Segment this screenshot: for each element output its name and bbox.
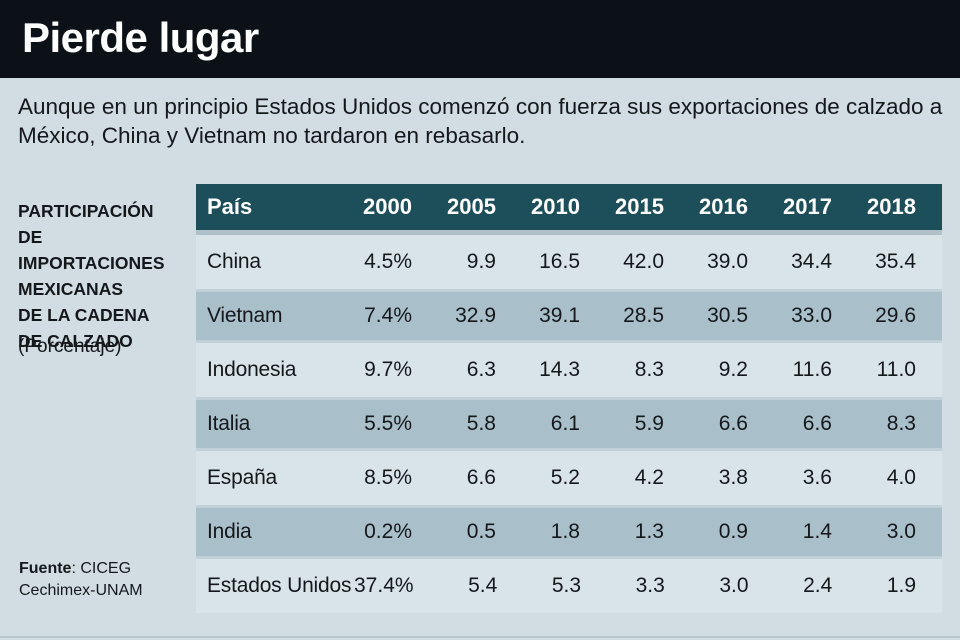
- source-value: : CICEG: [71, 560, 132, 577]
- value-cell: 4.5%: [364, 250, 412, 273]
- value-cell: 3.8: [718, 466, 748, 489]
- header-shadow-strip: [196, 230, 942, 235]
- table-row: Italia 5.5% 5.8 6.1 5.9 6.6 6.6 8.3: [196, 397, 942, 451]
- table-row: India 0.2% 0.5 1.8 1.3 0.9 1.4 3.0: [196, 505, 942, 559]
- value-cell: 28.5: [623, 304, 664, 327]
- value-cell: 14.3: [539, 358, 580, 381]
- value-cell: 1.9: [886, 574, 917, 597]
- value-cell: 3.0: [719, 574, 749, 597]
- value-cell: 5.3: [551, 574, 582, 597]
- value-cell: 6.1: [550, 412, 580, 435]
- country-cell: India: [207, 520, 252, 543]
- country-cell: Estados Unidos: [207, 574, 352, 597]
- source-note: Fuente: CICEG Cechimex-UNAM: [19, 558, 143, 602]
- value-cell: 8.3: [886, 412, 916, 435]
- value-cell: 7.4%: [364, 304, 412, 327]
- source-label: Fuente: [19, 560, 72, 577]
- bottom-edge-line: [0, 636, 960, 638]
- value-cell: 9.9: [466, 250, 496, 273]
- value-cell: 11.0: [876, 358, 916, 381]
- value-cell: 6.3: [466, 358, 496, 381]
- table-body: China 4.5% 9.9 16.5 42.0 39.0 34.4 35.4 Vietnam 7…: [196, 235, 942, 613]
- table-description-label: PARTICIPACIÓN DE IMPORTACIONES MEXICANAS…: [18, 201, 165, 351]
- column-header-year: 2016: [699, 194, 748, 219]
- column-header-year: 2000: [363, 194, 412, 219]
- column-header-country: País: [207, 194, 253, 219]
- value-cell: 0.2%: [364, 520, 412, 543]
- value-cell: 29.6: [875, 304, 916, 327]
- title-bar: Pierde lugar: [0, 0, 960, 78]
- value-cell: 8.5%: [364, 466, 412, 489]
- country-cell: Italia: [207, 412, 251, 435]
- value-cell: 0.9: [718, 520, 748, 543]
- column-header-year: 2015: [615, 194, 664, 219]
- value-cell: 6.6: [802, 412, 832, 435]
- value-cell: 8.3: [634, 358, 664, 381]
- table-row: China 4.5% 9.9 16.5 42.0 39.0 34.4 35.4: [196, 235, 942, 289]
- value-cell: 34.4: [791, 250, 832, 273]
- country-cell: España: [207, 466, 278, 489]
- value-cell: 5.9: [634, 412, 664, 435]
- value-cell: 37.4%: [354, 574, 414, 597]
- value-cell: 4.0: [886, 466, 916, 489]
- value-cell: 1.3: [634, 520, 664, 543]
- column-header-year: 2017: [783, 194, 832, 219]
- value-cell: 30.5: [707, 304, 748, 327]
- column-header-year: 2018: [867, 194, 916, 219]
- value-cell: 6.6: [718, 412, 748, 435]
- value-cell: 42.0: [623, 250, 664, 273]
- source-line2: Cechimex-UNAM: [19, 582, 143, 599]
- table-row: Indonesia 9.7% 6.3 14.3 8.3 9.2 11.6 11.0: [196, 343, 942, 397]
- value-cell: 32.9: [455, 304, 496, 327]
- value-cell: 5.8: [466, 412, 496, 435]
- value-cell: 39.0: [707, 250, 748, 273]
- value-cell: 3.6: [802, 466, 832, 489]
- table-row: Estados Unidos 37.4% 5.4 5.3 3.3 3.0 2.4 1.9: [196, 559, 942, 613]
- value-cell: 0.5: [466, 520, 496, 543]
- value-cell: 9.2: [718, 358, 748, 381]
- table-header-row: País 2000 2005 2010 2015 2016 2017 2018: [196, 184, 942, 230]
- table-row: Vietnam 7.4% 32.9 39.1 28.5 30.5 33.0 29.6: [196, 289, 942, 343]
- intro-text: Aunque en un principio Estados Unidos co…: [18, 94, 943, 148]
- value-cell: 1.4: [802, 520, 832, 543]
- value-cell: 33.0: [791, 304, 832, 327]
- unit-note: (Porcentaje): [18, 336, 122, 357]
- value-cell: 5.5%: [364, 412, 412, 435]
- value-cell: 3.3: [635, 574, 665, 597]
- page-title: Pierde lugar: [22, 14, 259, 61]
- data-table: País 2000 2005 2010 2015 2016 2017 2018 China 4.…: [196, 184, 942, 613]
- column-header-year: 2005: [447, 194, 496, 219]
- table-row: España 8.5% 6.6 5.2 4.2 3.8 3.6 4.0: [196, 451, 942, 505]
- country-cell: Indonesia: [207, 358, 297, 381]
- value-cell: 16.5: [539, 250, 580, 273]
- value-cell: 3.0: [886, 520, 916, 543]
- value-cell: 5.2: [550, 466, 580, 489]
- column-header-year: 2010: [531, 194, 580, 219]
- country-cell: China: [207, 250, 261, 273]
- value-cell: 6.6: [466, 466, 496, 489]
- value-cell: 39.1: [539, 304, 580, 327]
- value-cell: 11.6: [792, 358, 832, 381]
- value-cell: 35.4: [875, 250, 916, 273]
- country-cell: Vietnam: [207, 304, 283, 327]
- value-cell: 4.2: [634, 466, 664, 489]
- value-cell: 5.4: [468, 574, 498, 597]
- value-cell: 9.7%: [364, 358, 412, 381]
- value-cell: 1.8: [550, 520, 580, 543]
- value-cell: 2.4: [803, 574, 833, 597]
